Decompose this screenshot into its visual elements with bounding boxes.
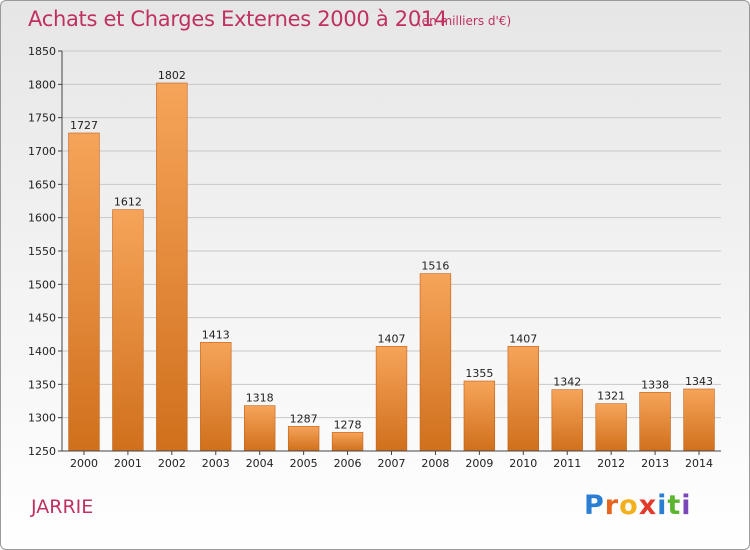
- x-tick-label: 2001: [114, 457, 142, 470]
- value-label: 1338: [641, 378, 669, 391]
- logo-letter: i: [681, 490, 692, 521]
- value-label: 1342: [553, 376, 581, 389]
- bars: [68, 82, 715, 452]
- y-tick-label: 1450: [28, 312, 56, 325]
- value-label: 1802: [158, 69, 186, 82]
- y-tick-label: 1850: [28, 45, 56, 58]
- bar-2007: [375, 346, 408, 452]
- x-tick-label: 2013: [641, 457, 669, 470]
- value-label: 1287: [290, 412, 318, 425]
- axes: [58, 50, 721, 455]
- chart-subtitle: (en milliers d'€): [417, 14, 512, 28]
- x-tick-label: 2009: [465, 457, 493, 470]
- value-label: 1407: [378, 332, 406, 345]
- value-label: 1516: [421, 260, 449, 273]
- bar-2008: [419, 273, 452, 452]
- x-tick-label: 2004: [246, 457, 274, 470]
- proxiti-logo: Proxiti: [584, 490, 692, 521]
- chart-title: Achats et Charges Externes 2000 à 2014: [28, 7, 448, 31]
- y-tick-label: 1800: [28, 78, 56, 91]
- y-tick-label: 1700: [28, 145, 56, 158]
- logo-letter: i: [657, 490, 668, 521]
- bar-2004: [244, 405, 276, 452]
- logo-letter: P: [584, 490, 605, 521]
- x-tick-label: 2005: [290, 457, 318, 470]
- x-tick-label: 2007: [378, 457, 406, 470]
- bar-2013: [639, 392, 671, 452]
- bar-2010: [507, 346, 539, 452]
- bar-2014: [683, 388, 715, 452]
- bar-2003: [200, 342, 232, 452]
- x-tick-label: 2003: [202, 457, 230, 470]
- x-tick-label: 2008: [421, 457, 449, 470]
- bar-2011: [551, 389, 583, 452]
- value-label: 1343: [685, 375, 713, 388]
- commune-name: JARRIE: [31, 496, 94, 518]
- bar-2002: [156, 82, 188, 452]
- logo-letter: o: [619, 490, 639, 521]
- y-tick-label: 1300: [28, 412, 56, 425]
- x-tick-label: 2002: [158, 457, 186, 470]
- bar-2005: [287, 426, 320, 452]
- x-tick-label: 2014: [685, 457, 713, 470]
- value-label: 1318: [246, 392, 274, 405]
- y-tick-label: 1500: [28, 278, 56, 291]
- y-tick-label: 1350: [28, 378, 56, 391]
- bar-2001: [112, 209, 144, 452]
- bar-2006: [331, 432, 364, 452]
- y-tick-label: 1250: [28, 445, 56, 458]
- bar-2000: [68, 132, 100, 452]
- value-label: 1413: [202, 328, 230, 341]
- x-tick-label: 2000: [70, 457, 98, 470]
- y-tick-label: 1650: [28, 178, 56, 191]
- x-tick-label: 2006: [334, 457, 362, 470]
- x-tick-label: 2010: [509, 457, 537, 470]
- y-tick-label: 1600: [28, 212, 56, 225]
- y-tick-label: 1400: [28, 345, 56, 358]
- logo-letter: r: [604, 490, 620, 521]
- logo-letter: x: [638, 490, 658, 521]
- value-label: 1407: [509, 332, 537, 345]
- x-tick-label: 2012: [597, 457, 625, 470]
- bar-2009: [463, 380, 496, 452]
- value-label: 1278: [334, 418, 362, 431]
- value-label: 1612: [114, 196, 142, 209]
- y-tick-label: 1750: [28, 112, 56, 125]
- labels: 1250 1300 1350 1400 1450 1500 1550 1600 1650 1700…: [28, 45, 713, 470]
- value-label: 1355: [465, 367, 493, 380]
- value-label: 1321: [597, 390, 625, 403]
- x-tick-label: 2011: [553, 457, 581, 470]
- bar-2012: [595, 403, 627, 452]
- value-label: 1727: [70, 119, 98, 132]
- y-tick-label: 1550: [28, 245, 56, 258]
- logo-letter: t: [667, 490, 682, 521]
